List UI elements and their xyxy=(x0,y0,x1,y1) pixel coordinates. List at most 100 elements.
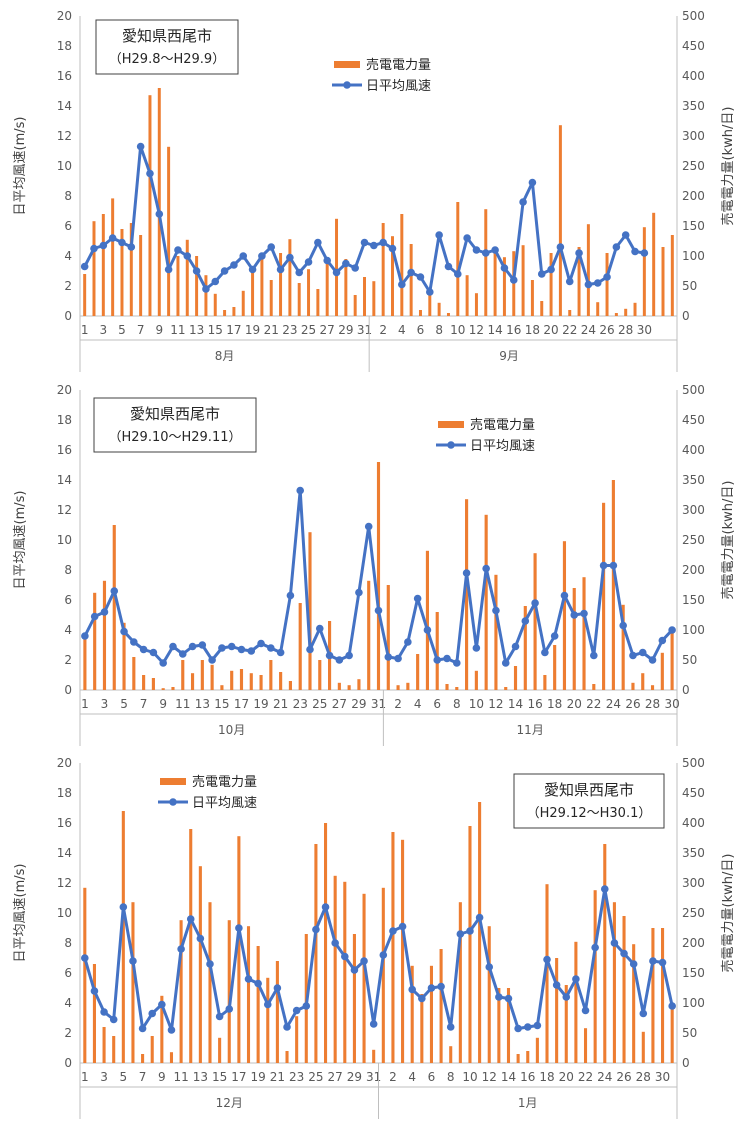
power-bar xyxy=(437,302,441,316)
right-tick-label: 0 xyxy=(682,1056,690,1070)
wind-speed-point xyxy=(500,264,509,272)
power-bar xyxy=(592,684,596,690)
wind-speed-point xyxy=(110,587,119,595)
day-tick-label: 11 xyxy=(175,697,190,711)
left-tick-label: 12 xyxy=(57,876,72,890)
power-bar xyxy=(307,269,311,316)
right-tick-label: 200 xyxy=(682,563,705,577)
wind-speed-point xyxy=(108,234,117,242)
wind-speed-point xyxy=(472,644,481,652)
y-axis-right-title: 売電電力量(kwh/日) xyxy=(720,107,736,226)
right-tick-label: 300 xyxy=(682,876,705,890)
wind-speed-point xyxy=(239,252,248,260)
power-bar xyxy=(409,244,413,316)
wind-speed-point xyxy=(560,591,569,600)
power-bar xyxy=(530,280,534,316)
wind-speed-point xyxy=(360,957,368,965)
day-tick-label: 28 xyxy=(618,323,633,337)
wind-speed-point xyxy=(543,955,551,964)
day-tick-label: 13 xyxy=(195,697,210,711)
right-tick-label: 150 xyxy=(682,966,705,980)
wind-speed-point xyxy=(452,659,461,667)
power-bar xyxy=(157,88,161,316)
left-tick-label: 18 xyxy=(57,786,72,800)
day-tick-label: 14 xyxy=(487,323,502,337)
wind-speed-point xyxy=(404,638,412,646)
day-tick-label: 21 xyxy=(264,323,279,337)
wind-speed-point xyxy=(273,984,282,992)
wind-speed-point xyxy=(167,1026,176,1034)
wind-speed-point xyxy=(620,949,628,958)
title-period: （H29.12～H30.1） xyxy=(527,806,652,821)
y-axis-right-title: 売電電力量(kwh/日) xyxy=(720,481,736,600)
wind-speed-point xyxy=(215,1012,224,1021)
wind-speed-point xyxy=(572,975,580,983)
wind-speed-point xyxy=(394,654,402,663)
power-bar xyxy=(308,532,312,690)
day-tick-label: 26 xyxy=(625,697,640,711)
wind-speed-point xyxy=(621,231,630,239)
wind-speed-point xyxy=(528,178,537,187)
wind-speed-point xyxy=(463,234,471,242)
wind-speed-point xyxy=(148,1009,157,1018)
wind-speed-point xyxy=(237,645,246,654)
power-bar xyxy=(504,687,508,690)
day-tick-label: 9 xyxy=(159,697,167,711)
left-tick-label: 4 xyxy=(64,623,72,637)
left-tick-label: 14 xyxy=(57,473,72,487)
month-label: 10月 xyxy=(218,723,245,737)
power-bar xyxy=(256,946,260,1063)
wind-speed-point xyxy=(188,642,197,651)
wind-speed-point xyxy=(302,1002,311,1010)
right-tick-label: 400 xyxy=(682,443,705,457)
right-tick-label: 450 xyxy=(682,39,705,53)
wind-speed-point xyxy=(384,653,393,661)
wind-speed-point xyxy=(456,930,465,938)
wind-speed-point xyxy=(286,253,294,262)
power-bar xyxy=(190,673,195,690)
day-tick-label: 29 xyxy=(338,323,353,337)
wind-speed-point xyxy=(521,617,530,625)
wind-speed-point xyxy=(100,1008,108,1016)
power-bar xyxy=(161,688,165,690)
power-bar xyxy=(562,541,567,690)
month-label: 9月 xyxy=(499,349,519,363)
power-bar xyxy=(335,218,339,316)
power-bar xyxy=(362,893,366,1063)
day-tick-label: 17 xyxy=(226,323,241,337)
wind-speed-point xyxy=(575,249,583,257)
power-bar xyxy=(121,811,125,1063)
legend-line-label: 日平均風速 xyxy=(192,796,257,811)
wind-speed-point xyxy=(325,651,334,660)
wind-speed-point xyxy=(523,1023,532,1031)
left-tick-label: 16 xyxy=(57,69,72,83)
wind-speed-point xyxy=(408,985,417,994)
power-bar xyxy=(132,657,136,690)
power-bar xyxy=(661,247,665,316)
day-tick-label: 8 xyxy=(435,323,443,337)
wind-speed-point xyxy=(244,975,253,983)
power-bar xyxy=(474,293,478,316)
wind-speed-point xyxy=(304,258,313,266)
wind-speed-point xyxy=(658,958,667,967)
y-axis-right-title: 売電電力量(kwh/日) xyxy=(720,854,736,973)
power-bar xyxy=(521,245,525,316)
power-bar xyxy=(624,308,628,316)
power-bar xyxy=(141,1054,145,1063)
wind-speed-point xyxy=(590,651,598,660)
day-tick-label: 21 xyxy=(273,697,288,711)
power-bar xyxy=(446,313,450,316)
month-label: 12月 xyxy=(216,1096,243,1110)
wind-speed-point xyxy=(501,659,510,667)
wind-speed-point xyxy=(130,638,138,646)
power-bar xyxy=(101,214,105,316)
power-bar xyxy=(449,1046,453,1063)
left-tick-label: 2 xyxy=(64,653,72,667)
power-bar xyxy=(352,934,356,1063)
power-bar xyxy=(83,887,87,1063)
right-tick-label: 350 xyxy=(682,99,705,113)
day-tick-label: 11 xyxy=(173,1070,188,1084)
title-location: 愛知県西尾市 xyxy=(122,27,212,45)
power-bar xyxy=(176,256,180,316)
power-bar xyxy=(266,977,270,1063)
